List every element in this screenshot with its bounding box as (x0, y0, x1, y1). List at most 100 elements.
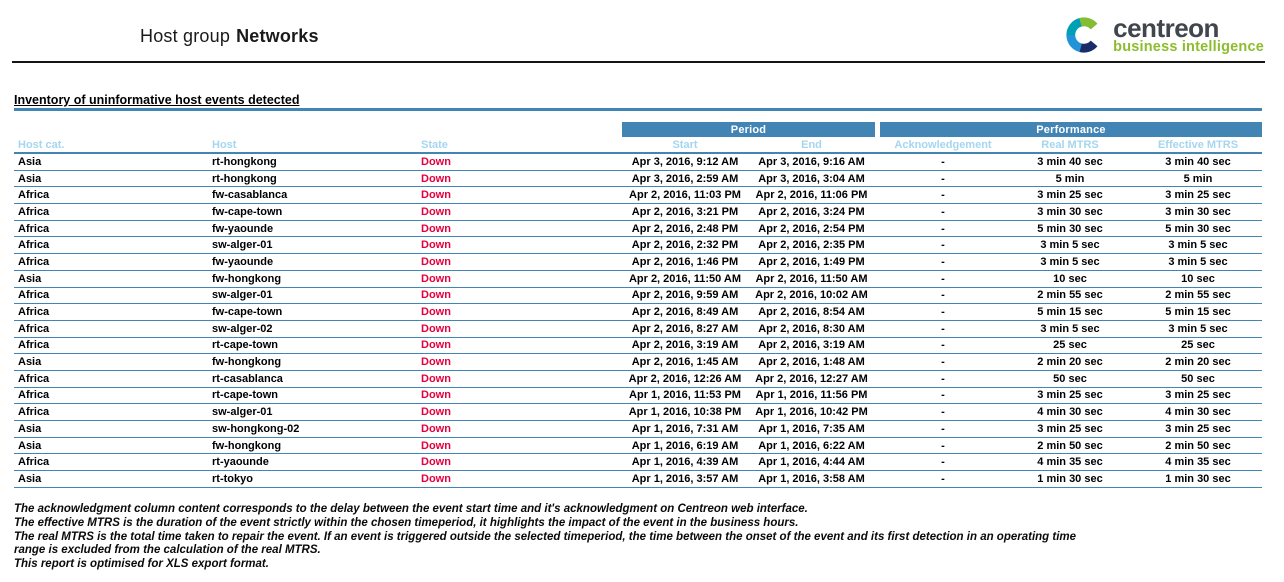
table-row[interactable]: Asia fw-hongkong Down Apr 2, 2016, 1:45 AM A… (14, 354, 1262, 371)
cell-state: Down (421, 255, 451, 268)
cell-real-mtrs: 3 min 5 sec (1040, 255, 1100, 268)
cell-host: rt-yaounde (212, 456, 269, 469)
cell-state: Down (421, 306, 451, 319)
cell-effective-mtrs: 10 sec (1181, 272, 1215, 285)
table-row[interactable]: Africa fw-casablanca Down Apr 2, 2016, 11:0… (14, 187, 1262, 205)
table-row[interactable]: Africa sw-alger-01 Down Apr 2, 2016, 9:59 A… (14, 288, 1262, 305)
cell-real-mtrs: 5 min 15 sec (1037, 306, 1103, 319)
cell-effective-mtrs: 4 min 30 sec (1165, 406, 1231, 419)
column-header-host-cat[interactable]: Host cat. (18, 138, 65, 151)
table-group-header-row: Period Performance (14, 122, 1262, 137)
cell-real-mtrs: 3 min 40 sec (1037, 155, 1103, 168)
table-row[interactable]: Asia fw-hongkong Down Apr 2, 2016, 11:50 AM… (14, 271, 1262, 288)
cell-host: rt-cape-town (212, 339, 278, 352)
cell-end: Apr 2, 2016, 1:49 PM (758, 255, 865, 268)
table-row[interactable]: Asia rt-hongkong Down Apr 3, 2016, 2:59 AM A… (14, 171, 1262, 188)
cell-state: Down (421, 289, 451, 302)
cell-state: Down (421, 406, 451, 419)
cell-start: Apr 2, 2016, 3:21 PM (631, 205, 739, 218)
cell-effective-mtrs: 3 min 25 sec (1165, 389, 1231, 402)
table-row[interactable]: Africa fw-yaounde Down Apr 2, 2016, 1:46 PM… (14, 254, 1262, 271)
cell-start: Apr 2, 2016, 9:59 AM (631, 289, 739, 302)
cell-acknowledgement: - (941, 189, 945, 202)
cell-acknowledgement: - (941, 306, 945, 319)
cell-host-cat: Asia (18, 439, 42, 452)
table-row[interactable]: Africa fw-yaounde Down Apr 2, 2016, 2:48 PM… (14, 221, 1262, 238)
cell-start: Apr 1, 2016, 11:53 PM (629, 389, 741, 402)
table-row[interactable]: Africa rt-cape-town Down Apr 2, 2016, 3:19 … (14, 338, 1262, 355)
table-row[interactable]: Africa fw-cape-town Down Apr 2, 2016, 3:21 … (14, 204, 1262, 221)
cell-start: Apr 2, 2016, 3:19 AM (631, 339, 739, 352)
table-row[interactable]: Africa rt-cape-town Down Apr 1, 2016, 11:53… (14, 388, 1262, 405)
group-header-performance: Performance (880, 122, 1262, 137)
cell-host-cat: Asia (18, 356, 42, 369)
table-row[interactable]: Asia rt-tokyo Down Apr 1, 2016, 3:57 AM Apr … (14, 471, 1262, 488)
cell-effective-mtrs: 5 min 30 sec (1165, 222, 1231, 235)
table-row[interactable]: Africa sw-alger-02 Down Apr 2, 2016, 8:27 A… (14, 321, 1262, 338)
cell-effective-mtrs: 5 min 15 sec (1165, 306, 1231, 319)
cell-acknowledgement: - (941, 272, 945, 285)
column-header-acknowledgement[interactable]: Acknowledgement (894, 138, 992, 151)
table-row[interactable]: Asia sw-hongkong-02 Down Apr 1, 2016, 7:31 … (14, 421, 1262, 438)
cell-end: Apr 3, 2016, 9:16 AM (758, 155, 865, 168)
cell-state: Down (421, 456, 451, 469)
cell-host-cat: Africa (18, 339, 50, 352)
column-header-state[interactable]: State (421, 138, 448, 151)
page-title-name: Networks (236, 26, 319, 46)
cell-effective-mtrs: 50 sec (1181, 372, 1215, 385)
group-header-period: Period (622, 122, 875, 137)
cell-host-cat: Asia (18, 422, 42, 435)
column-header-host[interactable]: Host (212, 138, 237, 151)
cell-end: Apr 3, 2016, 3:04 AM (758, 172, 865, 185)
cell-end: Apr 2, 2016, 2:54 PM (758, 222, 865, 235)
column-header-start[interactable]: Start (672, 138, 698, 151)
logo-tagline: business intelligence (1113, 38, 1264, 55)
table-row[interactable]: Africa rt-casablanca Down Apr 2, 2016, 12:2… (14, 371, 1262, 388)
cell-host: fw-hongkong (212, 356, 282, 369)
cell-acknowledgement: - (941, 255, 945, 268)
table-row[interactable]: Africa fw-cape-town Down Apr 2, 2016, 8:49 … (14, 304, 1262, 321)
table-row[interactable]: Africa rt-yaounde Down Apr 1, 2016, 4:39 AM… (14, 454, 1262, 472)
cell-state: Down (421, 172, 451, 185)
cell-start: Apr 3, 2016, 2:59 AM (631, 172, 739, 185)
cell-effective-mtrs: 3 min 25 sec (1165, 189, 1231, 202)
cell-host-cat: Africa (18, 372, 50, 385)
cell-host-cat: Asia (18, 272, 42, 285)
cell-host-cat: Africa (18, 322, 50, 335)
cell-state: Down (421, 322, 451, 335)
page-title-prefix: Host group (140, 26, 231, 46)
page-title: Host group Networks (140, 26, 319, 47)
cell-host: fw-yaounde (212, 255, 274, 268)
cell-real-mtrs: 3 min 25 sec (1037, 189, 1103, 202)
centreon-logo: centreon business intelligence (1062, 13, 1264, 57)
column-header-effective-mtrs[interactable]: Effective MTRS (1157, 138, 1239, 151)
table-row[interactable]: Africa sw-alger-01 Down Apr 1, 2016, 10:38 … (14, 404, 1262, 421)
cell-end: Apr 2, 2016, 11:06 PM (755, 189, 868, 202)
table-row[interactable]: Asia fw-hongkong Down Apr 1, 2016, 6:19 AM A… (14, 438, 1262, 455)
table-header-row: Host cat. Host State Start End Acknowled… (14, 137, 1262, 154)
cell-real-mtrs: 4 min 30 sec (1037, 406, 1103, 419)
column-header-real-mtrs[interactable]: Real MTRS (1041, 138, 1099, 151)
table-row[interactable]: Asia rt-hongkong Down Apr 3, 2016, 9:12 AM A… (14, 154, 1262, 171)
column-header-end[interactable]: End (801, 138, 822, 151)
cell-host: fw-hongkong (212, 439, 282, 452)
cell-end: Apr 2, 2016, 1:48 AM (758, 356, 865, 369)
cell-end: Apr 2, 2016, 8:30 AM (758, 322, 865, 335)
footnotes: The acknowledgment column content corres… (14, 503, 1274, 572)
cell-real-mtrs: 5 min (1055, 172, 1085, 185)
cell-host-cat: Africa (18, 205, 50, 218)
cell-host-cat: Africa (18, 456, 50, 469)
cell-effective-mtrs: 25 sec (1181, 339, 1215, 352)
cell-host: sw-alger-01 (212, 239, 273, 252)
cell-state: Down (421, 239, 451, 252)
cell-start: Apr 2, 2016, 11:50 AM (628, 272, 742, 285)
cell-end: Apr 2, 2016, 3:19 AM (758, 339, 865, 352)
footnote-line: The effective MTRS is the duration of th… (14, 516, 799, 529)
logo-name: centreon (1113, 12, 1219, 43)
cell-effective-mtrs: 3 min 5 sec (1168, 255, 1228, 268)
cell-real-mtrs: 2 min 50 sec (1037, 439, 1103, 452)
table-row[interactable]: Africa sw-alger-01 Down Apr 2, 2016, 2:32 P… (14, 237, 1262, 255)
cell-state: Down (421, 472, 451, 485)
cell-acknowledgement: - (941, 205, 945, 218)
cell-start: Apr 2, 2016, 1:45 AM (631, 356, 739, 369)
